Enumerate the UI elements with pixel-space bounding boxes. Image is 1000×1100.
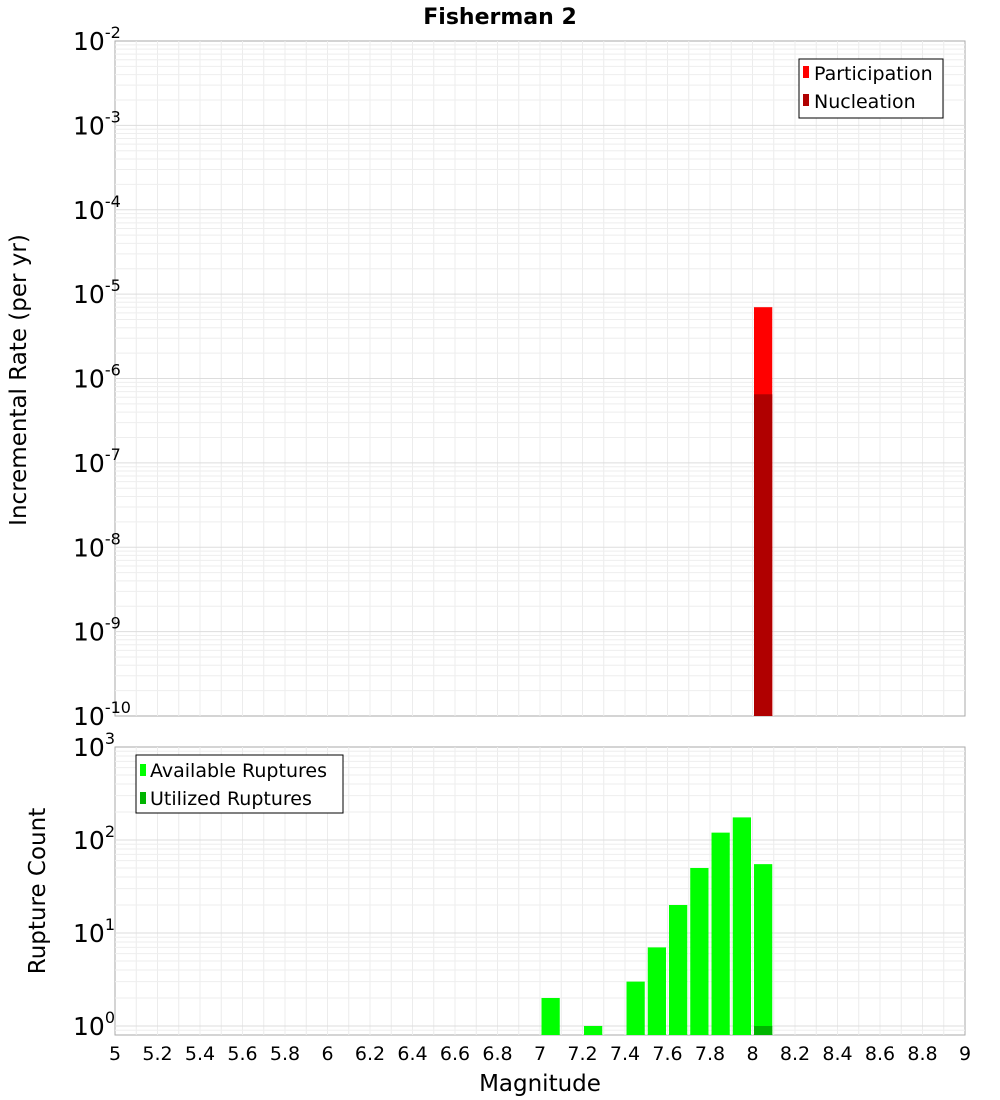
y-tick-exponent: -3 (105, 107, 121, 126)
legend-swatch-utilized (140, 792, 146, 804)
x-tick-label: 5.6 (227, 1043, 257, 1065)
x-axis-title: Magnitude (479, 1071, 601, 1097)
bottom-bar-available-ruptures-7 (732, 817, 751, 1035)
y-tick-base: 10 (73, 826, 105, 855)
x-tick-label: 6.2 (355, 1043, 385, 1065)
legend-swatch-participation (803, 66, 809, 78)
top-grid (115, 41, 965, 716)
x-tick-labels: 5 5.2 5.4 5.6 5.8 6 6.2 6.4 6.6 6.8 7 7.2 7.4 7.6 7.8 8… (109, 1043, 971, 1065)
top-y-tick-label: 10-7 (73, 445, 121, 478)
bottom-y-axis-title: Rupture Count (25, 808, 51, 974)
top-legend: Participation Nucleation (798, 58, 944, 119)
x-tick-label: 8.2 (780, 1043, 810, 1065)
x-tick-label: 8 (746, 1043, 758, 1065)
y-tick-exponent: -4 (105, 192, 121, 211)
bottom-bar-available-ruptures-2 (626, 981, 645, 1035)
x-tick-label: 7.2 (567, 1043, 597, 1065)
x-tick-label: 6.6 (440, 1043, 470, 1065)
bottom-bar-available-ruptures-6 (711, 832, 730, 1035)
y-tick-base: 10 (73, 733, 105, 762)
top-legend-box (798, 58, 944, 119)
x-tick-label: 6 (321, 1043, 333, 1065)
bottom-y-tick-label: 102 (73, 822, 115, 855)
x-tick-label: 8.6 (865, 1043, 895, 1065)
y-tick-exponent: 0 (105, 1008, 115, 1027)
bottom-y-tick-label: 101 (73, 915, 115, 948)
top-y-tick-label: 10-9 (73, 614, 121, 647)
y-tick-base: 10 (73, 618, 105, 647)
bottom-legend: Available Ruptures Utilized Ruptures (135, 754, 344, 814)
x-tick-label: 7.4 (610, 1043, 640, 1065)
top-y-tick-label: 10-10 (73, 698, 131, 731)
x-tick-label: 5 (109, 1043, 121, 1065)
y-tick-base: 10 (73, 365, 105, 394)
legend-label-available: Available Ruptures (150, 760, 327, 782)
y-tick-exponent: 3 (105, 729, 115, 748)
top-y-tick-label: 10-5 (73, 276, 121, 309)
x-tick-label: 8.8 (907, 1043, 937, 1065)
bottom-bar-available-ruptures-4 (669, 904, 688, 1035)
x-tick-label: 8.4 (822, 1043, 852, 1065)
bottom-legend-box (135, 754, 344, 814)
y-tick-base: 10 (73, 919, 105, 948)
legend-swatch-nucleation (803, 94, 809, 106)
bottom-grid (115, 747, 965, 1035)
top-y-tick-label: 10-6 (73, 361, 121, 394)
bottom-bar-utilized-ruptures-0 (754, 1025, 773, 1035)
x-tick-label: 9 (959, 1043, 971, 1065)
y-tick-exponent: -2 (105, 23, 121, 42)
y-tick-exponent: -10 (105, 698, 131, 717)
top-bars (754, 307, 773, 716)
bottom-bars (541, 817, 773, 1035)
x-tick-label: 6.4 (397, 1043, 427, 1065)
y-tick-base: 10 (73, 449, 105, 478)
x-tick-label: 5.4 (185, 1043, 215, 1065)
y-tick-exponent: -6 (105, 361, 121, 380)
y-tick-exponent: 2 (105, 822, 115, 841)
x-tick-label: 6.8 (482, 1043, 512, 1065)
x-tick-label: 5.8 (270, 1043, 300, 1065)
legend-label-utilized: Utilized Ruptures (150, 788, 312, 810)
x-tick-label: 7.6 (652, 1043, 682, 1065)
top-plot: 10-210-310-410-510-610-710-810-910-10 In… (6, 23, 966, 731)
y-tick-exponent: -7 (105, 445, 121, 464)
x-tick-label: 7.8 (695, 1043, 725, 1065)
y-tick-base: 10 (73, 27, 105, 56)
chart-title: Fisherman 2 (423, 5, 577, 30)
bottom-bar-available-ruptures-1 (584, 1025, 603, 1035)
top-y-axis-title: Incremental Rate (per yr) (6, 234, 32, 526)
y-tick-exponent: 1 (105, 915, 115, 934)
bottom-y-tick-label: 103 (73, 729, 115, 762)
bottom-bar-available-ruptures-3 (647, 947, 666, 1035)
y-tick-exponent: -8 (105, 529, 121, 548)
y-tick-exponent: -9 (105, 614, 121, 633)
legend-label-nucleation: Nucleation (814, 91, 916, 113)
x-tick-label: 5.2 (142, 1043, 172, 1065)
top-bar-nucleation-0 (754, 394, 773, 716)
top-y-ticks: 10-210-310-410-510-610-710-810-910-10 (73, 23, 131, 731)
y-tick-base: 10 (73, 1012, 105, 1041)
top-y-tick-label: 10-8 (73, 529, 121, 562)
legend-swatch-available (140, 764, 146, 776)
top-y-tick-label: 10-2 (73, 23, 121, 56)
bottom-y-tick-label: 100 (73, 1008, 115, 1041)
bottom-bar-available-ruptures-0 (541, 997, 560, 1035)
legend-label-participation: Participation (814, 63, 933, 85)
bottom-bar-available-ruptures-5 (690, 867, 709, 1035)
y-tick-exponent: -5 (105, 276, 121, 295)
y-tick-base: 10 (73, 196, 105, 225)
x-tick-label: 7 (534, 1043, 546, 1065)
bottom-bar-available-ruptures-8 (754, 864, 773, 1035)
y-tick-base: 10 (73, 111, 105, 140)
top-y-tick-label: 10-3 (73, 107, 121, 140)
y-tick-base: 10 (73, 702, 105, 731)
y-tick-base: 10 (73, 533, 105, 562)
top-y-tick-label: 10-4 (73, 192, 121, 225)
y-tick-base: 10 (73, 280, 105, 309)
